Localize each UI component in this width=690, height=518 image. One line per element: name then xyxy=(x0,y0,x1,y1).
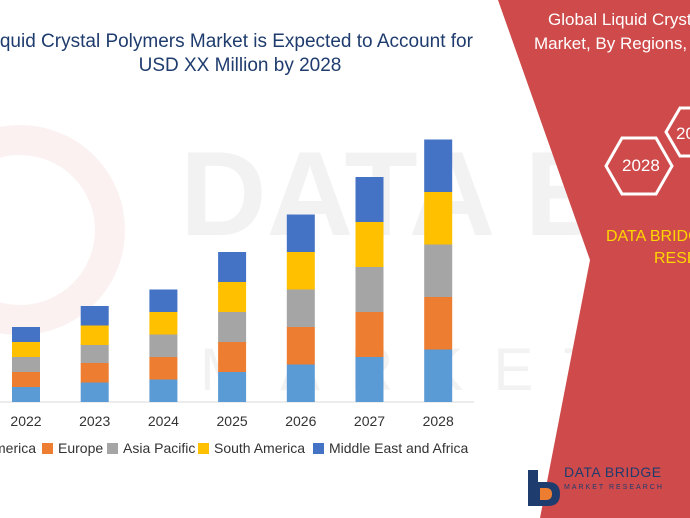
bar-segment xyxy=(218,372,247,402)
x-ticks-group: 2022 2023 2024 2025 2026 2027 2028 xyxy=(10,413,454,429)
bar-segment xyxy=(218,342,247,372)
bar-segment xyxy=(12,387,40,402)
bar-segment xyxy=(12,357,40,372)
x-tick-label: 2028 xyxy=(423,413,454,429)
bar-segment xyxy=(149,379,178,402)
bar-segment xyxy=(286,252,315,290)
logo-name: DATA BRIDGE xyxy=(564,464,662,480)
bar-segment xyxy=(218,312,247,342)
bar-segment xyxy=(355,312,384,357)
x-tick-label: 2023 xyxy=(79,413,110,429)
hex-label-2028: 2028 xyxy=(622,156,660,175)
bar-segment xyxy=(149,334,178,357)
hexagon-icon xyxy=(664,106,690,158)
bar-segment xyxy=(355,267,384,312)
bar-segment xyxy=(286,289,315,327)
bar-segment xyxy=(12,372,40,387)
bar-segment xyxy=(149,289,178,312)
legend-label: Middle East and Africa xyxy=(329,440,469,456)
bar-segment xyxy=(12,327,40,342)
brand-line2: RESE xyxy=(654,250,690,267)
logo-tagline: MARKET RESEARCH xyxy=(564,484,664,491)
legend-swatch xyxy=(42,442,53,454)
bar-segment xyxy=(424,244,453,297)
legend-label: South America xyxy=(214,440,306,456)
legend-item-asia-pacific: Asia Pacific xyxy=(107,440,195,456)
legend-swatch xyxy=(198,442,209,454)
bar-segment xyxy=(424,139,453,192)
legend: merica Europe Asia Pacific South America… xyxy=(0,440,480,462)
legend-item-south-america: South America xyxy=(198,440,305,456)
bar-segment xyxy=(149,312,178,335)
bar-segment xyxy=(218,252,247,282)
x-tick-label: 2027 xyxy=(354,413,385,429)
legend-swatch xyxy=(313,442,324,454)
chart-title: Liquid Crystal Polymers Market is Expect… xyxy=(0,30,480,78)
panel-heading-line2: Market, By Regions, xyxy=(534,34,688,53)
bar-segment xyxy=(286,327,315,365)
bar-segment xyxy=(355,357,384,402)
legend-label: Asia Pacific xyxy=(123,440,196,456)
chart-title-line2: USD XX Million by 2028 xyxy=(138,55,342,76)
x-tick-label: 2022 xyxy=(10,413,41,429)
bar-segment xyxy=(424,297,453,350)
bar-segment xyxy=(355,222,384,267)
legend-item-north-america: merica xyxy=(0,440,36,456)
bar-segment xyxy=(80,363,109,383)
x-tick-label: 2025 xyxy=(217,413,248,429)
bar-segment xyxy=(80,345,109,363)
legend-label: Europe xyxy=(58,440,104,456)
bar-segment xyxy=(149,357,178,380)
x-tick-label: 2024 xyxy=(148,413,179,429)
chart-title-line1: Liquid Crystal Polymers Market is Expect… xyxy=(0,31,473,52)
bar-segment xyxy=(80,382,109,402)
x-tick-label: 2026 xyxy=(285,413,316,429)
bar-segment xyxy=(286,364,315,402)
hexagon-icon xyxy=(604,136,674,196)
bar-segment xyxy=(12,342,40,357)
bar-segment xyxy=(80,325,109,345)
legend-item-middle-east-africa: Middle East and Africa xyxy=(313,440,468,456)
brand-line1: DATA BRIDG xyxy=(606,228,690,245)
bar-segment xyxy=(424,349,453,402)
bars-group xyxy=(12,139,453,402)
side-panel xyxy=(498,0,690,518)
bar-segment xyxy=(355,177,384,222)
bar-segment xyxy=(424,192,453,245)
legend-label: merica xyxy=(0,440,37,456)
bar-segment xyxy=(218,282,247,312)
panel-heading-line1: Global Liquid Cryst xyxy=(548,10,690,29)
legend-swatch xyxy=(107,442,118,454)
logo-icon xyxy=(528,470,560,506)
hex-label-partial: 20 xyxy=(676,124,690,143)
bar-segment xyxy=(80,306,109,326)
bar-segment xyxy=(286,214,315,252)
legend-item-europe: Europe xyxy=(42,440,103,456)
